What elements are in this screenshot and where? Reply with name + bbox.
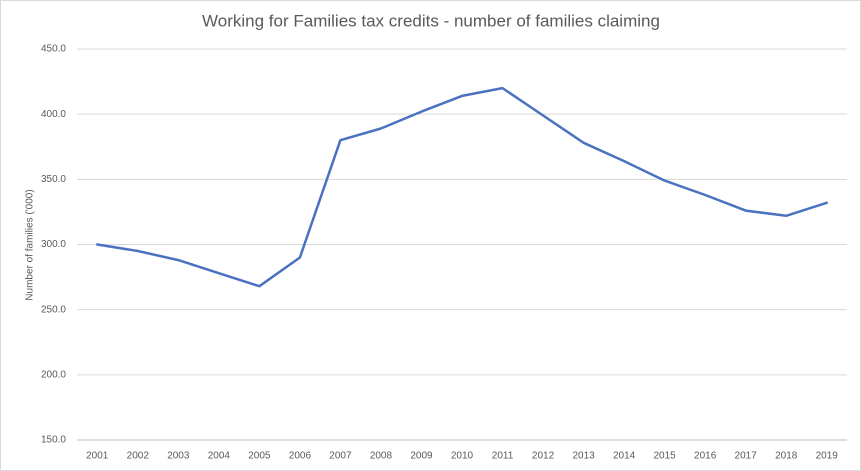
y-tick-label: 350.0 <box>41 174 66 185</box>
x-tick-label: 2002 <box>127 451 150 462</box>
x-tick-label: 2011 <box>492 451 514 462</box>
y-tick-label: 200.0 <box>41 369 66 380</box>
y-tick-label: 150.0 <box>41 435 66 446</box>
x-tick-label: 2008 <box>370 451 393 462</box>
x-tick-label: 2016 <box>694 451 717 462</box>
x-tick-label: 2018 <box>775 451 798 462</box>
y-tick-label: 250.0 <box>41 304 66 315</box>
data-line <box>96 86 828 288</box>
y-tick-label: 450.0 <box>41 44 66 55</box>
x-tick-label: 2019 <box>816 451 839 462</box>
x-tick-label: 2012 <box>532 451 555 462</box>
x-tick-label: 2017 <box>735 451 758 462</box>
x-tick-label: 2013 <box>572 451 595 462</box>
x-tick-label: 2006 <box>289 451 312 462</box>
x-tick-label: 2004 <box>208 451 231 462</box>
y-tick-label: 400.0 <box>41 109 66 120</box>
y-tick-label: 300.0 <box>41 239 66 250</box>
x-tick-label: 2015 <box>654 451 677 462</box>
x-tick-label: 2003 <box>167 451 190 462</box>
x-tick-label: 2010 <box>451 451 474 462</box>
x-tick-label: 2005 <box>248 451 271 462</box>
x-tick-label: 2009 <box>410 451 433 462</box>
x-tick-label: 2001 <box>86 451 109 462</box>
chart-title: Working for Families tax credits - numbe… <box>202 11 660 30</box>
x-tick-label: 2014 <box>613 451 636 462</box>
y-axis-label: Number of families ('000) <box>25 189 36 300</box>
x-tick-label: 2007 <box>329 451 352 462</box>
